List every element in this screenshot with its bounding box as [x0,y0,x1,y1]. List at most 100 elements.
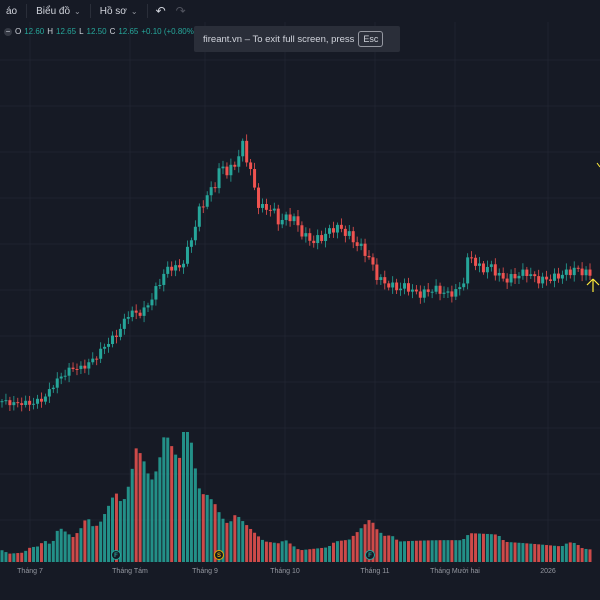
volume-bar [87,519,91,562]
candle-body [249,162,253,170]
volume-bar [379,532,383,562]
candle-body [375,264,379,280]
collapse-icon[interactable]: − [4,27,12,36]
event-marker-label: S [217,553,221,559]
candle-body [229,164,233,176]
x-axis: Tháng 7 Tháng Tám Tháng 9 Tháng 10 Tháng 11 T… [17,568,556,575]
candle-body [434,285,438,292]
volume-bar [182,432,186,562]
candle-body [564,269,568,275]
candle-body [541,276,545,284]
candle-body [481,263,485,273]
candle-body [174,265,178,271]
x-axis-label: Tháng Tám [112,568,148,575]
volume-bar [466,535,470,562]
event-marker [111,550,121,560]
candle-body [122,318,126,329]
candle-body [63,375,67,377]
candle-body [162,273,166,285]
x-axis-label: 2026 [540,568,556,575]
candle-body [446,291,450,293]
volume-bar [118,501,122,562]
volume-bar [114,493,118,562]
volume-bar [91,526,95,562]
volume-bar [28,547,32,562]
candle-body [126,317,130,319]
candle-body [233,164,237,167]
volume-bar [233,515,237,562]
volume-bar [249,528,253,562]
candle-body [537,276,541,284]
x-axis-label: Tháng 9 [192,568,218,575]
profile-menu-button[interactable]: Hồ sơ ⌄ [99,5,138,17]
volume-bar [260,539,264,562]
fullscreen-toast: fireant.vn – To exit full screen, press … [194,26,400,52]
undo-icon[interactable]: ↶ [155,4,166,18]
candle-body [166,266,170,274]
candle-body [276,208,280,225]
x-axis-label: Tháng 11 [360,568,389,575]
volume-bar [79,528,83,562]
volume-bar [308,549,312,562]
volume-bar [485,533,489,562]
toolbar-divider [26,4,28,18]
volume-bar [55,530,59,562]
volume-bar [276,543,280,562]
volume-bar [462,539,466,562]
volume-bar [509,542,513,562]
chart-menu-button[interactable]: Biểu đồ ⌄ [36,5,81,17]
candle-body [185,246,189,264]
candle-body [95,358,99,360]
candle-body [489,264,493,267]
candle-body [414,289,418,292]
volume-bar [257,536,261,562]
candle-body [12,402,16,406]
candle-body [588,269,592,276]
volume-bar [406,541,410,562]
volume-bar [213,504,217,562]
candle-body [485,266,489,273]
candle-body [430,291,434,293]
candle-body [359,243,363,246]
redo-icon[interactable]: ↷ [175,4,186,18]
candle-body [312,240,316,244]
candle-body [205,195,209,207]
event-marker [365,550,375,560]
volume-bar [572,542,576,562]
candle-body [300,225,304,237]
candle-body [24,400,28,406]
volume-bar [185,432,189,562]
volume-bar [410,540,414,562]
event-marker-label: F [368,553,372,559]
candle-body [556,273,560,279]
candle-body [501,272,505,279]
volume-bar [513,542,517,562]
candle-body [493,264,497,276]
volume-bar [237,516,241,562]
candle-body [114,335,118,337]
volume-bar [154,471,158,562]
candle-body [87,362,91,369]
volume-bar [162,437,166,562]
candle-body [91,358,95,363]
volume-bar [150,479,154,562]
candle-body [576,267,580,269]
candle-body [442,292,446,294]
chevron-down-icon: ⌄ [74,6,81,16]
volume-bar [529,543,533,562]
volume-bar [383,535,387,562]
volume-bar [170,446,174,562]
candle-body [79,365,83,370]
volume-bar [110,497,114,562]
volume-bar [505,541,509,562]
volume-bar [43,541,47,562]
volume-bar [446,540,450,562]
volume-bar [363,524,367,562]
volume-bar [343,540,347,562]
toolbar-partial-item[interactable]: áo [6,5,18,17]
candle-body [478,263,482,266]
candle-body [403,283,407,289]
volume-bar [355,532,359,562]
